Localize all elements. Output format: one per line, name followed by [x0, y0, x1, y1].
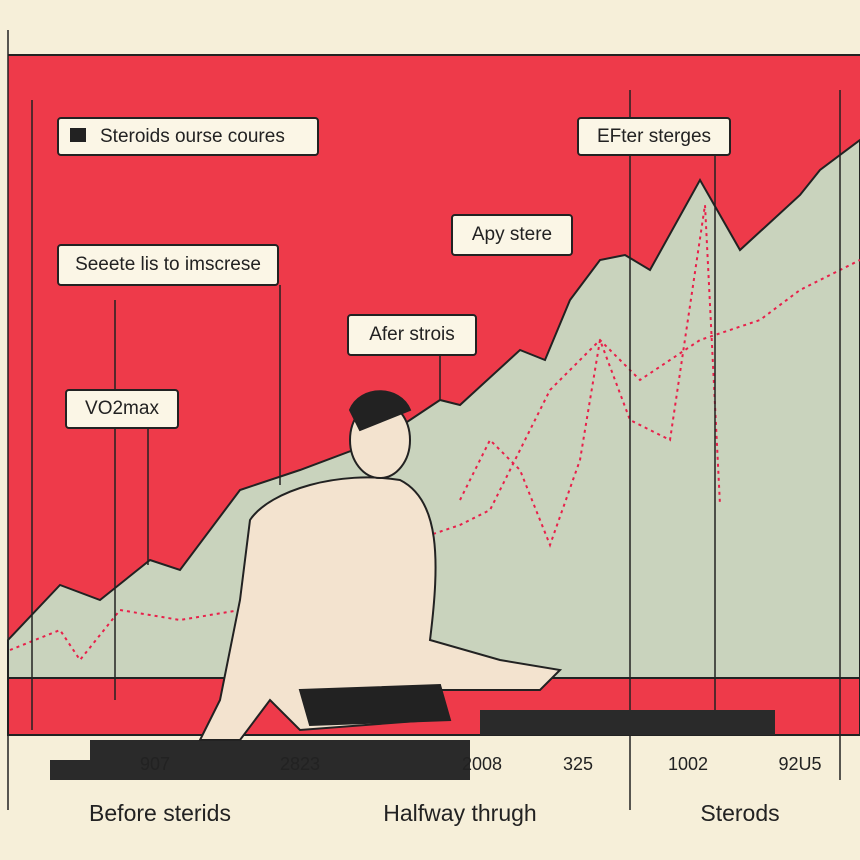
axis-number: 1002 — [668, 754, 708, 774]
figure — [198, 390, 563, 741]
callout-box — [65, 389, 179, 429]
dotted-line — [9, 259, 860, 662]
axis-number: 92U5 — [778, 754, 821, 774]
callout: VO2max — [85, 398, 159, 419]
axis-number: 2008 — [462, 754, 502, 774]
bottom-label: Halfway thrugh — [383, 800, 536, 826]
callout-box — [451, 214, 573, 256]
callout: Steroids ourse coures — [100, 126, 285, 147]
bottom-label: Before sterids — [89, 800, 231, 826]
callout: Afer strois — [369, 324, 455, 345]
dark-bar — [480, 710, 775, 735]
axis-number: 2823 — [280, 754, 320, 774]
bottom-label: Sterods — [700, 800, 779, 826]
area-shape — [7, 138, 860, 679]
callout-box — [347, 314, 477, 356]
callout: EFter sterges — [597, 126, 711, 147]
callout-box — [57, 117, 319, 156]
legend-square — [70, 128, 86, 142]
vertical-lines — [7, 30, 841, 810]
dotted-line-2 — [459, 204, 721, 548]
hair — [348, 390, 412, 432]
callout-box — [577, 117, 731, 156]
callout-box — [57, 244, 279, 286]
callout: Seeete lis to imscrese — [75, 254, 261, 275]
stair-base — [50, 740, 470, 780]
callout: Apy stere — [472, 224, 552, 245]
shorts — [298, 683, 452, 727]
axis-number: 907 — [140, 754, 170, 774]
axis-number: 325 — [563, 754, 593, 774]
